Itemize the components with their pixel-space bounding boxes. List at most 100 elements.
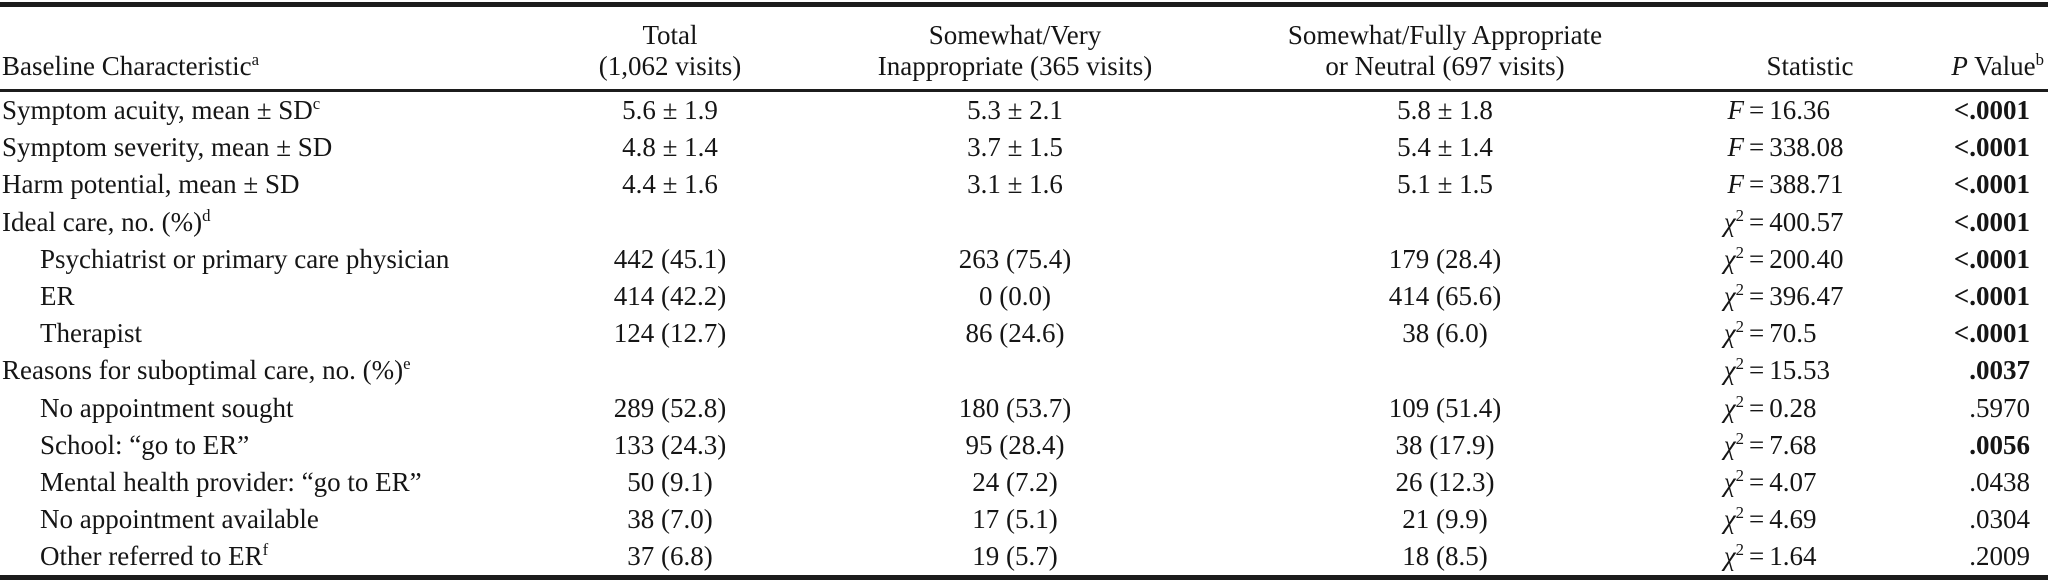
cell-statistic: χ2 = 7.68 <box>1700 430 1920 461</box>
table-row: Mental health provider: “go to ER” 50 (9.… <box>0 464 2048 501</box>
table-row: No appointment sought 289 (52.8) 180 (53.7… <box>0 390 2048 427</box>
footnote-sup-f: f <box>262 540 269 560</box>
statistic-value: 400.57 <box>1769 206 1844 237</box>
cell-inappropriate: 19 (5.7) <box>972 541 1058 572</box>
row-label: No appointment available <box>40 504 319 535</box>
cell-inappropriate: 263 (75.4) <box>958 243 1072 274</box>
cell-baseline-characteristic: Psychiatrist or primary care physician <box>0 244 500 275</box>
header-inappropriate-line1: Somewhat/Very <box>928 20 1102 50</box>
cell-appropriate: 109 (51.4) <box>1388 392 1502 423</box>
cell-baseline-characteristic: Symptom severity, mean ± SD <box>0 132 500 163</box>
header-appropriate-line2: or Neutral (697 visits) <box>1325 51 1565 81</box>
cell-appropriate: 38 (17.9) <box>1395 429 1495 460</box>
cell-statistic: F = 338.08 <box>1700 132 1920 163</box>
statistic-symbol-exponent: 2 <box>1735 317 1744 337</box>
statistic-symbol-letter: χ <box>1723 355 1736 386</box>
cell-total: 5.6 ± 1.9 <box>622 95 718 126</box>
cell-inappropriate: 95 (28.4) <box>965 429 1065 460</box>
statistic-value: 16.36 <box>1769 95 1830 126</box>
statistic-symbol-letter: χ <box>1723 466 1736 497</box>
footnote-sup-a: a <box>251 50 260 69</box>
statistic-symbol: χ2 <box>1700 355 1744 386</box>
cell-statistic: χ2 = 70.5 <box>1700 318 1920 349</box>
header-appropriate: Somewhat/Fully Appropriate or Neutral (69… <box>1190 20 1700 82</box>
row-label: Symptom acuity, mean ± SD <box>2 95 313 126</box>
table-header-rule <box>0 89 2048 92</box>
cell-statistic: F = 388.71 <box>1700 169 1920 200</box>
cell-total: 50 (9.1) <box>627 466 713 497</box>
statistic-value: 0.28 <box>1769 392 1817 423</box>
cell-inappropriate: 3.1 ± 1.6 <box>967 169 1063 200</box>
statistic-symbol-letter: χ <box>1723 429 1736 460</box>
header-total: Total (1,062 visits) <box>500 20 840 82</box>
table-header-row: Baseline Characteristica Total (1,062 vis… <box>0 7 2048 89</box>
statistic-symbol-exponent: 2 <box>1735 242 1744 262</box>
statistic-equals: = <box>1749 169 1765 200</box>
statistic-value: 396.47 <box>1769 281 1844 312</box>
statistic-symbol: χ2 <box>1700 467 1744 498</box>
statistic-symbol: F <box>1700 132 1745 163</box>
row-label: Harm potential, mean ± SD <box>2 169 300 200</box>
cell-inappropriate: 17 (5.1) <box>972 504 1058 535</box>
header-p-value: P Valueb <box>1920 51 2048 82</box>
statistic-symbol-exponent: 2 <box>1735 540 1744 560</box>
cell-p-value: <.0001 <box>1953 132 2030 163</box>
cell-baseline-characteristic: Other referred to ERf <box>0 541 500 572</box>
row-label: Mental health provider: “go to ER” <box>40 466 422 497</box>
footnote-sup-c: c <box>312 94 321 114</box>
cell-baseline-characteristic: Symptom acuity, mean ± SDc <box>0 95 500 126</box>
row-label: Other referred to ER <box>40 541 263 572</box>
cell-total: 4.8 ± 1.4 <box>622 132 718 163</box>
header-p-value-prefix: P <box>1951 51 1968 81</box>
statistic-symbol: χ2 <box>1700 541 1744 572</box>
table-row: Symptom acuity, mean ± SDc 5.6 ± 1.9 5.3 ±… <box>0 92 2048 129</box>
statistic-value: 1.64 <box>1769 541 1817 572</box>
statistic-symbol-exponent: 2 <box>1735 391 1744 411</box>
row-label: Therapist <box>40 318 142 349</box>
table-row: Other referred to ERf 37 (6.8) 19 (5.7) 18 … <box>0 538 2048 575</box>
row-label: No appointment sought <box>40 392 294 423</box>
statistic-value: 388.71 <box>1769 169 1844 200</box>
cell-inappropriate: 24 (7.2) <box>972 466 1058 497</box>
table-row: Psychiatrist or primary care physician 44… <box>0 241 2048 278</box>
table-row: School: “go to ER” 133 (24.3) 95 (28.4) 38 … <box>0 427 2048 464</box>
cell-p-value: .0037 <box>1969 355 2030 386</box>
table-row: Therapist 124 (12.7) 86 (24.6) 38 (6.0) χ2 = 7… <box>0 315 2048 352</box>
header-statistic: Statistic <box>1700 51 1920 82</box>
cell-baseline-characteristic: Harm potential, mean ± SD <box>0 169 500 200</box>
cell-p-value: <.0001 <box>1953 243 2030 274</box>
cell-total: 289 (52.8) <box>613 392 727 423</box>
statistic-symbol-exponent: 2 <box>1735 465 1744 485</box>
cell-appropriate: 5.8 ± 1.8 <box>1397 95 1493 126</box>
table-bottom-rule <box>0 575 2048 581</box>
statistic-symbol-letter: χ <box>1723 318 1736 349</box>
cell-appropriate: 5.1 ± 1.5 <box>1397 169 1493 200</box>
cell-baseline-characteristic: ER <box>0 281 500 312</box>
cell-baseline-characteristic: Mental health provider: “go to ER” <box>0 467 500 498</box>
header-total-line2: (1,062 visits) <box>598 51 742 81</box>
statistic-symbol-letter: F <box>1727 169 1745 200</box>
cell-total: 4.4 ± 1.6 <box>622 169 718 200</box>
statistic-equals: = <box>1749 318 1765 349</box>
header-appropriate-line1: Somewhat/Fully Appropriate <box>1287 20 1603 50</box>
cell-statistic: χ2 = 1.64 <box>1700 541 1920 572</box>
statistic-value: 338.08 <box>1769 132 1844 163</box>
table-top-rule <box>0 2 2048 7</box>
header-inappropriate: Somewhat/Very Inappropriate (365 visits) <box>840 20 1190 82</box>
cell-total: 37 (6.8) <box>627 541 713 572</box>
cell-p-value: .0438 <box>1969 466 2030 497</box>
cell-statistic: χ2 = 200.40 <box>1700 244 1920 275</box>
statistic-symbol-exponent: 2 <box>1735 280 1744 300</box>
statistic-value: 7.68 <box>1769 429 1817 460</box>
cell-total: 133 (24.3) <box>613 429 727 460</box>
cell-total: 38 (7.0) <box>627 504 713 535</box>
cell-inappropriate: 86 (24.6) <box>965 318 1065 349</box>
cell-statistic: F = 16.36 <box>1700 95 1920 126</box>
cell-p-value: .0304 <box>1969 504 2030 535</box>
header-inappropriate-line2: Inappropriate (365 visits) <box>877 51 1153 81</box>
row-label: Psychiatrist or primary care physician <box>40 243 450 274</box>
statistic-symbol-letter: χ <box>1723 392 1736 423</box>
cell-p-value: .0056 <box>1969 429 2030 460</box>
cell-p-value: <.0001 <box>1953 206 2030 237</box>
